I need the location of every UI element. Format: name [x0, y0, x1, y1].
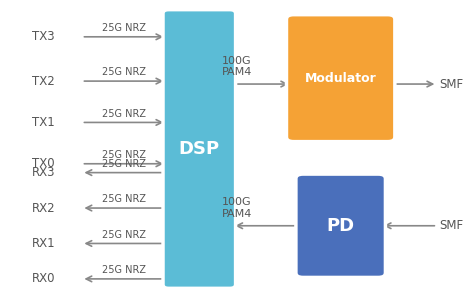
Text: DSP: DSP [179, 140, 220, 158]
Text: TX1: TX1 [32, 116, 55, 129]
Text: PD: PD [327, 217, 355, 235]
FancyBboxPatch shape [296, 174, 385, 277]
Text: 25G NRZ: 25G NRZ [102, 265, 146, 275]
Text: RX1: RX1 [32, 237, 55, 250]
Text: SMF: SMF [439, 219, 464, 232]
Text: 25G NRZ: 25G NRZ [102, 194, 146, 204]
Text: 25G NRZ: 25G NRZ [102, 23, 146, 33]
Text: Modulator: Modulator [305, 72, 376, 85]
Text: 25G NRZ: 25G NRZ [102, 150, 146, 160]
Text: 25G NRZ: 25G NRZ [102, 67, 146, 77]
Text: RX3: RX3 [32, 166, 55, 179]
Text: 25G NRZ: 25G NRZ [102, 230, 146, 240]
FancyBboxPatch shape [286, 15, 395, 142]
Text: 25G NRZ: 25G NRZ [102, 108, 146, 119]
Text: SMF: SMF [439, 77, 464, 91]
Text: RX0: RX0 [32, 272, 55, 285]
Text: RX2: RX2 [32, 201, 55, 215]
FancyBboxPatch shape [163, 10, 236, 288]
Text: 100G
PAM4: 100G PAM4 [222, 197, 252, 219]
Text: TX0: TX0 [32, 157, 55, 170]
Text: 100G
PAM4: 100G PAM4 [222, 55, 252, 77]
Text: TX3: TX3 [32, 30, 55, 43]
Text: TX2: TX2 [32, 74, 55, 88]
Text: 25G NRZ: 25G NRZ [102, 159, 146, 169]
